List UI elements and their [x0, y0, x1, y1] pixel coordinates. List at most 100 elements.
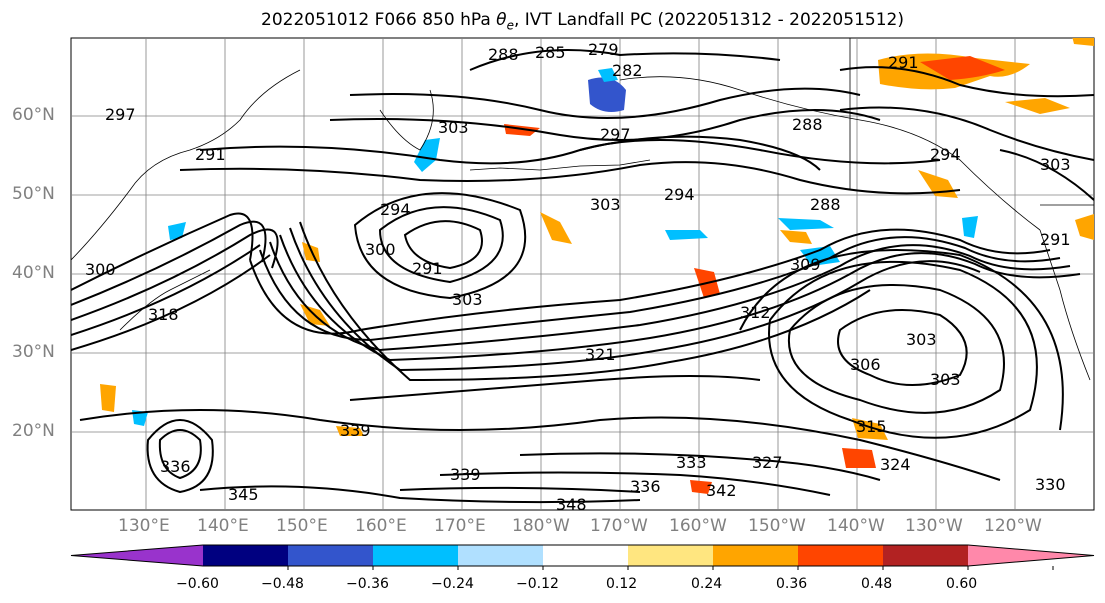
- contour-label: 303: [452, 290, 483, 309]
- lon-label-160e: 160°E: [355, 516, 407, 536]
- colorbar-segment: [203, 545, 288, 566]
- west-4: [71, 244, 261, 336]
- contour-label: 297: [600, 125, 631, 144]
- low-center-294: [353, 192, 527, 300]
- contour-label: 327: [752, 453, 783, 472]
- contour-label: 309: [790, 255, 821, 274]
- contour-285: [349, 87, 861, 119]
- colorbar-segment: [713, 545, 798, 566]
- jet-1: [249, 228, 1051, 335]
- lat-label-60n: 60°N: [12, 105, 55, 125]
- cyan-patch-east: [778, 218, 834, 230]
- map-title: 2022051012 F066 850 hPa θe, IVT Landfall…: [0, 10, 1105, 32]
- orange-patch-east: [780, 230, 812, 244]
- colorbar-segment: [543, 545, 628, 566]
- west-2: [71, 220, 267, 306]
- coastlines: [71, 38, 1094, 381]
- contour-label: 288: [792, 115, 823, 134]
- lat-label-30n: 30°N: [12, 342, 55, 362]
- colorbar-extend-left: [71, 545, 203, 566]
- lat-label-40n: 40°N: [12, 263, 55, 283]
- graticule: [71, 38, 1094, 510]
- lon-label-140w: 140°W: [827, 516, 885, 536]
- contour-label: 303: [1040, 155, 1071, 174]
- lon-label-180w: 180°W: [512, 516, 570, 536]
- lightblue-patch-bering: [598, 68, 618, 82]
- cyan-patch-sw: [132, 410, 148, 426]
- contour-label: 321: [585, 345, 616, 364]
- orange-patch-sw2: [336, 426, 364, 436]
- contour-north-alaska2: [839, 106, 1094, 161]
- contour-label: 288: [488, 45, 519, 64]
- contour-label: 291: [412, 259, 443, 278]
- ring-sw-outer: [146, 419, 214, 494]
- colorbar-tick-label: 0.24: [691, 576, 723, 592]
- lat-label-50n: 50°N: [12, 184, 55, 204]
- sub-327: [519, 452, 881, 481]
- lon-label-150w: 150°W: [748, 516, 806, 536]
- coast-kamchatka: [379, 89, 434, 151]
- colorbar-outline: [70, 544, 1095, 567]
- contour-label: 333: [676, 453, 707, 472]
- orange-patch-ne: [1072, 38, 1094, 46]
- lon-label-170w: 170°W: [590, 516, 648, 536]
- contour-label: 303: [590, 195, 621, 214]
- contour-label: 303: [906, 330, 937, 349]
- contour-label: 291: [195, 145, 226, 164]
- contour-303-east: [999, 149, 1094, 201]
- sub-321: [349, 375, 761, 401]
- ring-sw: [158, 429, 202, 480]
- contour-label: 297: [105, 105, 136, 124]
- west-3: [71, 228, 279, 321]
- low-center-inner: [403, 220, 483, 270]
- colorbar-segment: [373, 545, 458, 566]
- cyan-patch-w: [168, 222, 186, 240]
- contour-label: 324: [880, 455, 911, 474]
- colorbar-tick-label: 0.36: [776, 576, 808, 592]
- orange-patch-bc: [1005, 98, 1070, 114]
- jet-6: [299, 221, 871, 382]
- orange-patch-se: [690, 480, 712, 494]
- contour-label: 306: [850, 355, 881, 374]
- contour-label: 288: [810, 195, 841, 214]
- contour-label: 336: [630, 477, 661, 496]
- west-1: [71, 212, 254, 291]
- contour-labels: 279 282 285 288 288 288 291 291 291 291 …: [85, 40, 1071, 510]
- contour-label: 303: [930, 370, 961, 389]
- lat-label-20n: 20°N: [12, 421, 55, 441]
- sub-333: [439, 471, 831, 496]
- cyan-patch-jet: [800, 246, 840, 266]
- jet-2: [259, 236, 1061, 342]
- high-303-a: [787, 284, 1005, 414]
- contour-label: 336: [160, 457, 191, 476]
- lon-label-170e: 170°E: [434, 516, 486, 536]
- coast-asia: [71, 69, 301, 261]
- blue-patch-bering: [588, 77, 626, 112]
- contour-label: 303: [438, 118, 469, 137]
- orange-patch-south: [842, 448, 876, 468]
- contour-label: 291: [888, 53, 919, 72]
- contour-label: 294: [664, 185, 695, 204]
- coast-aleutians: [469, 159, 651, 171]
- contour-label: 312: [740, 303, 771, 322]
- contour-297: [579, 135, 821, 171]
- colorbar-segment: [798, 545, 883, 566]
- lon-label-120w: 120°W: [984, 516, 1042, 536]
- high-306: [768, 260, 1038, 439]
- orange-patch-coast: [1075, 214, 1094, 240]
- jet-5: [289, 227, 981, 372]
- colorbar-tick-label: −0.48: [261, 576, 304, 592]
- colorbar-tick-label: −0.12: [516, 576, 559, 592]
- high-303-b: [837, 309, 968, 386]
- colorbar-tick-label: 0.60: [946, 576, 978, 592]
- low-center-291: [378, 206, 504, 284]
- sub-345: [199, 485, 641, 504]
- contour-label: 282: [612, 61, 643, 80]
- colorbar-segment: [628, 545, 713, 566]
- colorbar-segment: [883, 545, 968, 566]
- contour-label: 330: [1035, 475, 1066, 494]
- lon-label-130w: 130°W: [905, 516, 963, 536]
- contour-north-alaska: [839, 66, 1094, 98]
- west-5: [71, 254, 271, 351]
